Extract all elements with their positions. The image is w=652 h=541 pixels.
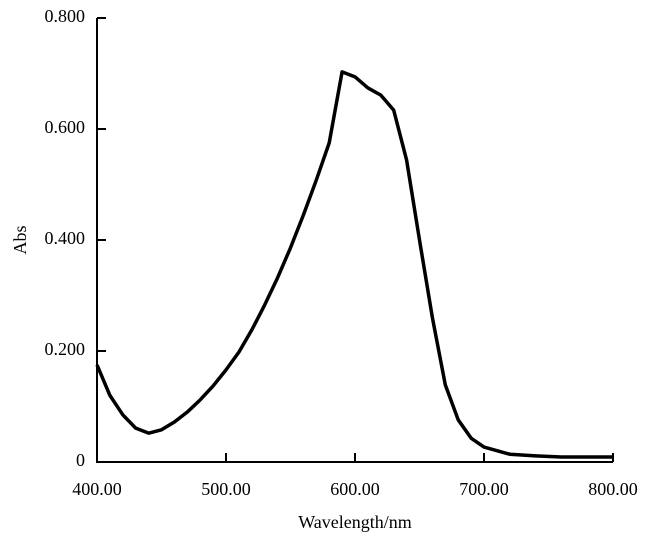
data-line (95, 70, 613, 459)
x-tick-label: 800.00 (588, 479, 638, 499)
y-tick-label: 0.400 (45, 228, 86, 248)
y-axis-label: Abs (10, 225, 30, 254)
x-tick-label: 600.00 (330, 479, 380, 499)
x-tick-label: 500.00 (201, 479, 251, 499)
y-tick-label: 0.200 (45, 339, 86, 359)
x-tick-label: 700.00 (459, 479, 509, 499)
y-tick-label: 0.800 (45, 6, 86, 26)
y-tick-label: 0.600 (45, 117, 86, 137)
x-tick-label: 400.00 (72, 479, 122, 499)
x-axis-label: Wavelength/nm (298, 512, 412, 532)
y-tick-label: 0 (76, 450, 85, 470)
